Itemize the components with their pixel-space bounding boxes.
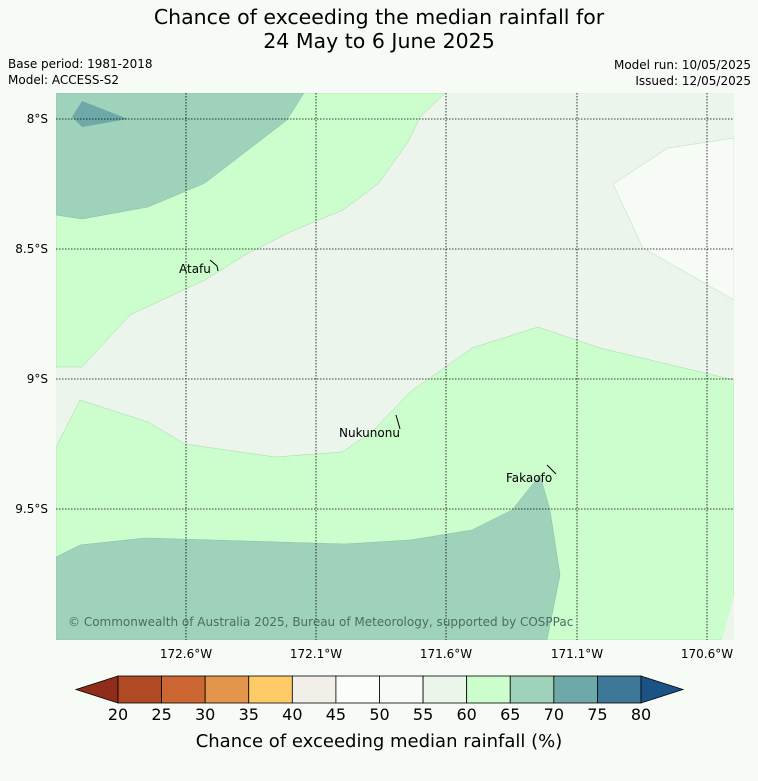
colorbar-tick-label: 60 [456, 705, 476, 724]
region-70-75 [72, 101, 128, 127]
colorbar-tick-label: 75 [587, 705, 607, 724]
lon-label: 170.6°W [681, 647, 733, 661]
colorbar-tick-label: 20 [108, 705, 128, 724]
colorbar-tick-label: 45 [326, 705, 346, 724]
colorbar-label: Chance of exceeding median rainfall (%) [196, 731, 563, 752]
colorbar-tick-label: 35 [239, 705, 259, 724]
region-50-55 [612, 137, 734, 301]
colorbar-segment [597, 675, 642, 704]
colorbar-segment [379, 675, 424, 704]
region-65-70-north [56, 93, 305, 220]
map-title: Chance of exceeding the median rainfall … [0, 5, 758, 53]
colorbar-segment [466, 675, 511, 704]
place-label-atafu: Atafu [179, 262, 211, 276]
graticule [56, 93, 734, 640]
issued-date: Issued: 12/05/2025 [635, 74, 751, 88]
colorbar-segment [335, 675, 380, 704]
colorbar-segment [204, 675, 250, 704]
region-55-60-corner [722, 596, 734, 640]
colorbar-arrow-low [74, 675, 119, 704]
region-65-70-south [56, 474, 561, 640]
colorbar [74, 675, 685, 704]
colorbar-arrow-high [640, 675, 685, 704]
colorbar-segment [248, 675, 293, 704]
colorbar-tick-label: 80 [631, 705, 651, 724]
copyright-text: © Commonwealth of Australia 2025, Bureau… [68, 615, 573, 629]
lat-label: 9°S [27, 372, 48, 386]
colorbar-tick-label: 65 [500, 705, 520, 724]
lat-label: 8.5°S [15, 242, 48, 256]
model-run: Model run: 10/05/2025 [613, 58, 751, 72]
colorbar-tick-label: 50 [369, 705, 389, 724]
colorbar-segment [117, 675, 162, 704]
lat-label: 8°S [27, 112, 48, 126]
lon-label: 172.6°W [160, 647, 212, 661]
atafu-island-shape [209, 259, 219, 272]
meta-right: Model run: 10/05/2025 Issued: 12/05/2025 [614, 57, 751, 89]
title-line-1: Chance of exceeding the median rainfall … [153, 5, 605, 29]
colorbar-segment [161, 675, 206, 704]
colorbar-tick-label: 25 [151, 705, 171, 724]
colorbar-segment [291, 675, 337, 704]
lon-label: 171.1°W [551, 647, 603, 661]
base-period: Base period: 1981-2018 [8, 57, 153, 71]
colorbar-tick-label: 40 [282, 705, 302, 724]
colorbar-segment [553, 675, 598, 704]
colorbar-segment [509, 675, 555, 704]
colorbar-segment [422, 675, 468, 704]
colorbar-tick-label: 70 [544, 705, 564, 724]
place-label-nukunonu: Nukunonu [339, 426, 400, 440]
longitude-labels: 172.6°W 172.1°W 171.6°W 171.1°W 170.6°W [160, 647, 733, 661]
fakaofo-island-shape [546, 464, 557, 475]
colorbar-tick-label: 30 [195, 705, 215, 724]
place-label-fakaofo: Fakaofo [506, 471, 552, 485]
title-line-2: 24 May to 6 June 2025 [263, 29, 495, 53]
lon-label: 172.1°W [290, 647, 342, 661]
meta-left: Base period: 1981-2018 Model: ACCESS-S2 [8, 56, 153, 88]
colorbar-tick-label: 55 [413, 705, 433, 724]
latitude-labels: 8°S 8.5°S 9°S 9.5°S [15, 112, 48, 516]
colorbar-ticks: 20 25 30 35 40 45 50 55 60 65 70 75 80 [108, 705, 651, 724]
lon-label: 171.6°W [420, 647, 472, 661]
lat-label: 9.5°S [15, 502, 48, 516]
nukunonu-island-shape [395, 414, 401, 430]
model-name: Model: ACCESS-S2 [8, 73, 120, 87]
map-area: Atafu Nukunonu Fakaofo © Commonwealth of… [56, 93, 734, 640]
